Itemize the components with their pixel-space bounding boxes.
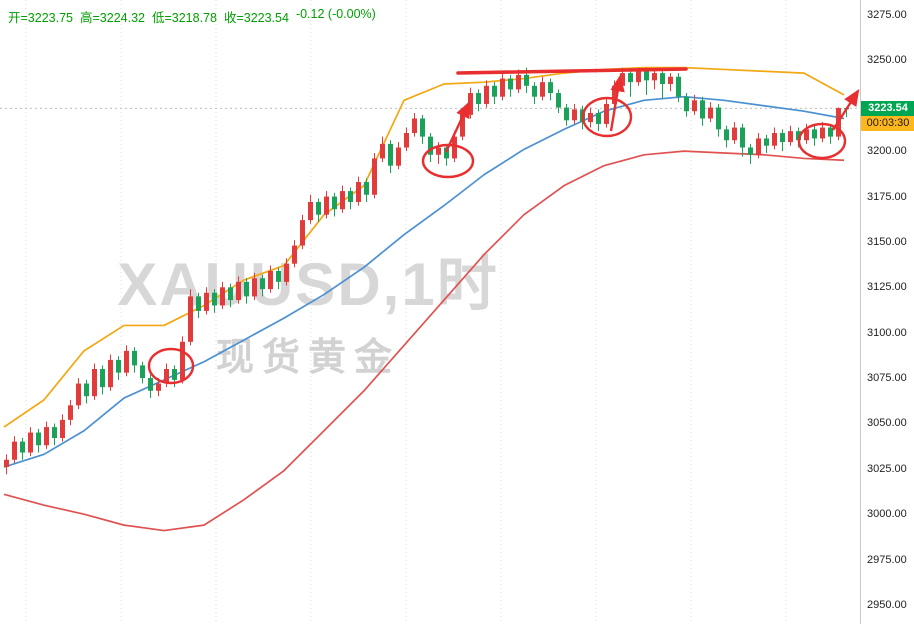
axis-tick-label: 3275.00 bbox=[867, 9, 907, 21]
up-arrow bbox=[831, 88, 860, 131]
candlestick-chart[interactable] bbox=[0, 0, 860, 624]
bollinger-middle-band bbox=[3, 95, 845, 468]
high-value: 高=3224.32 bbox=[79, 11, 145, 25]
bollinger-upper-band bbox=[3, 66, 845, 428]
axis-tick-label: 3025.00 bbox=[867, 462, 907, 475]
axis-tick-label: 3200.00 bbox=[867, 145, 907, 158]
axis-tick-label: 3125.00 bbox=[867, 281, 907, 294]
axis-tick-label: 3150.00 bbox=[867, 235, 907, 248]
axis-tick-label: 3075.00 bbox=[867, 372, 907, 385]
up-arrow bbox=[444, 100, 471, 153]
axis-tick-label: 3100.00 bbox=[867, 326, 907, 339]
close-value: 收=3223.54 bbox=[223, 11, 289, 25]
annotation-circle bbox=[581, 96, 633, 138]
axis-tick-label: 3250.00 bbox=[867, 54, 907, 67]
change-value: -0.12 (-0.00%) bbox=[295, 7, 376, 21]
axis-tick-label: 2975.00 bbox=[867, 553, 907, 566]
resistance-trendline bbox=[456, 67, 688, 75]
axis-tick-label: 3000.00 bbox=[867, 508, 907, 521]
grid-lines bbox=[25, 0, 787, 624]
bar-countdown-badge: 00:03:30 bbox=[861, 116, 914, 132]
axis-tick-label: 3050.00 bbox=[867, 417, 907, 430]
annotation-circle bbox=[797, 122, 847, 160]
candles bbox=[4, 67, 849, 475]
bollinger-lower-band bbox=[3, 150, 845, 532]
axis-tick-label: 2950.00 bbox=[867, 599, 907, 611]
ohlc-info-bar: 开=3223.75 高=3224.32 低=3218.78 收=3223.54 … bbox=[8, 7, 376, 26]
up-arrow bbox=[609, 74, 625, 132]
chart-annotations bbox=[147, 67, 860, 385]
low-value: 低=3218.78 bbox=[151, 11, 217, 25]
axis-tick-label: 3175.00 bbox=[867, 190, 907, 203]
bollinger-bands bbox=[3, 66, 845, 532]
open-value: 开=3223.75 bbox=[8, 11, 73, 25]
annotation-circle bbox=[147, 347, 195, 385]
last-price-badge: 3223.54 bbox=[861, 101, 914, 117]
price-axis[interactable]: 3275.003250.003225.003200.003175.003150.… bbox=[860, 0, 914, 624]
